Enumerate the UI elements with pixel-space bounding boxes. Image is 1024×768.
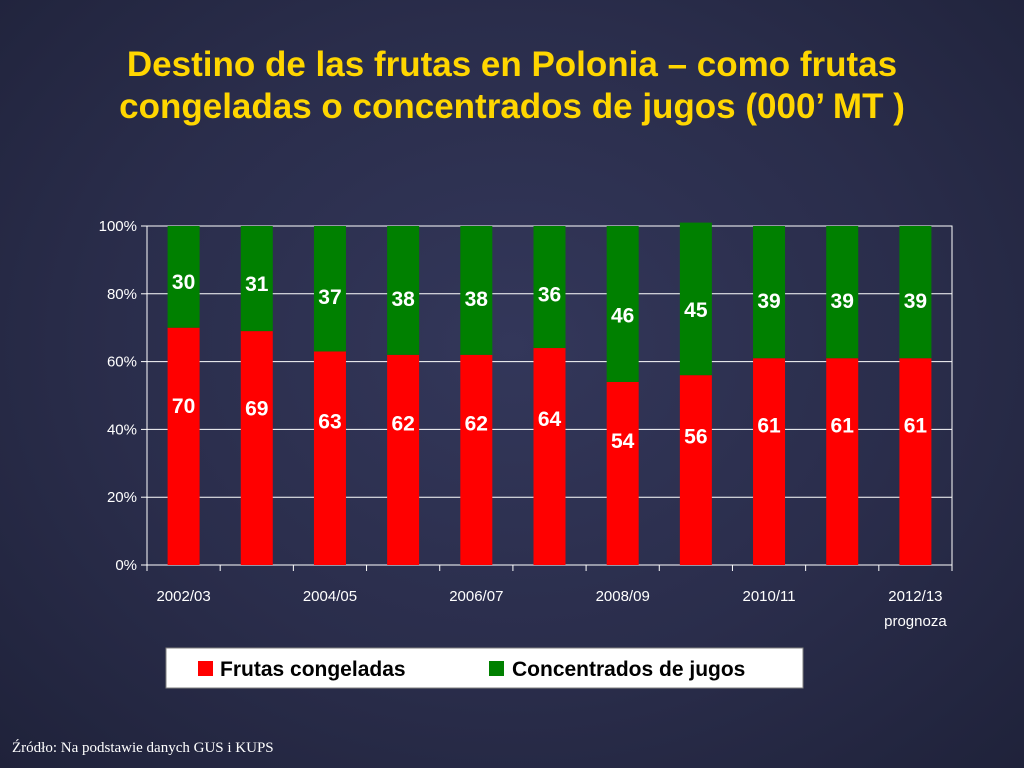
x-tick-label: 2010/11 [742, 588, 795, 605]
bar-concentrados-de-jugos [387, 226, 420, 355]
y-tick-label: 80% [107, 286, 137, 303]
data-label-frutas-congeladas: 62 [465, 412, 488, 435]
bar-concentrados-de-jugos [167, 226, 200, 328]
bar-concentrados-de-jugos [753, 226, 786, 359]
data-label-concentrados-de-jugos: 30 [172, 271, 195, 294]
legend-label: Concentrados de jugos [512, 658, 745, 681]
stacked-bar-chart: 0% 20% 40% 60% 80% 100% 70 30 2002/03 69 31 63 37 200… [99, 218, 947, 689]
data-label-concentrados-de-jugos: 38 [391, 288, 415, 311]
y-tick-label: 100% [99, 218, 137, 235]
x-tick-label: 2002/03 [156, 588, 210, 605]
bar-frutas-congeladas [679, 375, 712, 565]
data-label-frutas-congeladas: 64 [538, 408, 562, 431]
data-label-frutas-congeladas: 69 [245, 397, 268, 420]
x-tick-label: 2004/05 [303, 588, 357, 605]
y-tick-label: 20% [107, 489, 137, 506]
bar-frutas-congeladas [240, 331, 273, 565]
bar-frutas-congeladas [606, 381, 639, 565]
data-label-frutas-congeladas: 61 [831, 415, 855, 438]
data-label-concentrados-de-jugos: 31 [245, 273, 269, 296]
data-label-frutas-congeladas: 62 [391, 412, 414, 435]
legend-swatch [489, 661, 504, 676]
data-label-concentrados-de-jugos: 39 [757, 290, 780, 313]
slide-title-line-1: Destino de las frutas en Polonia – como … [126, 45, 898, 84]
bar-concentrados-de-jugos [899, 226, 932, 359]
bar-frutas-congeladas [167, 327, 200, 565]
bar-frutas-congeladas [826, 358, 859, 565]
x-tick-label: 2006/07 [449, 588, 503, 605]
legend [165, 647, 804, 689]
bar-frutas-congeladas [753, 358, 786, 565]
data-label-frutas-congeladas: 56 [684, 426, 707, 449]
data-label-concentrados-de-jugos: 39 [904, 290, 927, 313]
legend-swatch [198, 661, 213, 676]
data-label-concentrados-de-jugos: 37 [318, 286, 341, 309]
bar-concentrados-de-jugos [460, 226, 493, 355]
y-tick-label: 60% [107, 354, 137, 371]
slide-title: Destino de las frutas en Polonia – como … [30, 44, 994, 128]
slide-title-line-2: congeladas o concentrados de jugos (000’… [119, 87, 905, 126]
bar-concentrados-de-jugos [679, 222, 712, 376]
bar-frutas-congeladas [899, 358, 932, 565]
data-label-concentrados-de-jugos: 38 [465, 288, 489, 311]
bar-frutas-congeladas [460, 354, 493, 565]
data-label-frutas-congeladas: 54 [611, 430, 635, 453]
bar-frutas-congeladas [313, 351, 346, 565]
data-label-concentrados-de-jugos: 39 [831, 290, 854, 313]
data-label-concentrados-de-jugos: 36 [538, 284, 561, 307]
data-label-frutas-congeladas: 61 [757, 415, 781, 438]
bar-concentrados-de-jugos [533, 226, 566, 349]
bar-frutas-congeladas [533, 348, 566, 565]
data-label-concentrados-de-jugos: 46 [611, 305, 634, 328]
y-tick-label: 40% [107, 421, 137, 438]
bar-concentrados-de-jugos [313, 226, 346, 352]
x-tick-label: 2012/13 [888, 588, 942, 605]
data-label-frutas-congeladas: 63 [318, 410, 341, 433]
bar-concentrados-de-jugos [240, 226, 273, 332]
data-label-concentrados-de-jugos: 45 [684, 299, 708, 322]
x-tick-sublabel: prognoza [884, 613, 947, 630]
data-label-frutas-congeladas: 61 [904, 415, 928, 438]
bar-concentrados-de-jugos [826, 226, 859, 359]
data-label-frutas-congeladas: 70 [172, 395, 195, 418]
x-tick-label: 2008/09 [596, 588, 650, 605]
bar-frutas-congeladas [387, 354, 420, 565]
source-note: Źródło: Na podstawie danych GUS i KUPS [12, 740, 274, 756]
legend-label: Frutas congeladas [220, 658, 406, 681]
y-tick-label: 0% [115, 557, 137, 574]
bar-concentrados-de-jugos [606, 226, 639, 382]
